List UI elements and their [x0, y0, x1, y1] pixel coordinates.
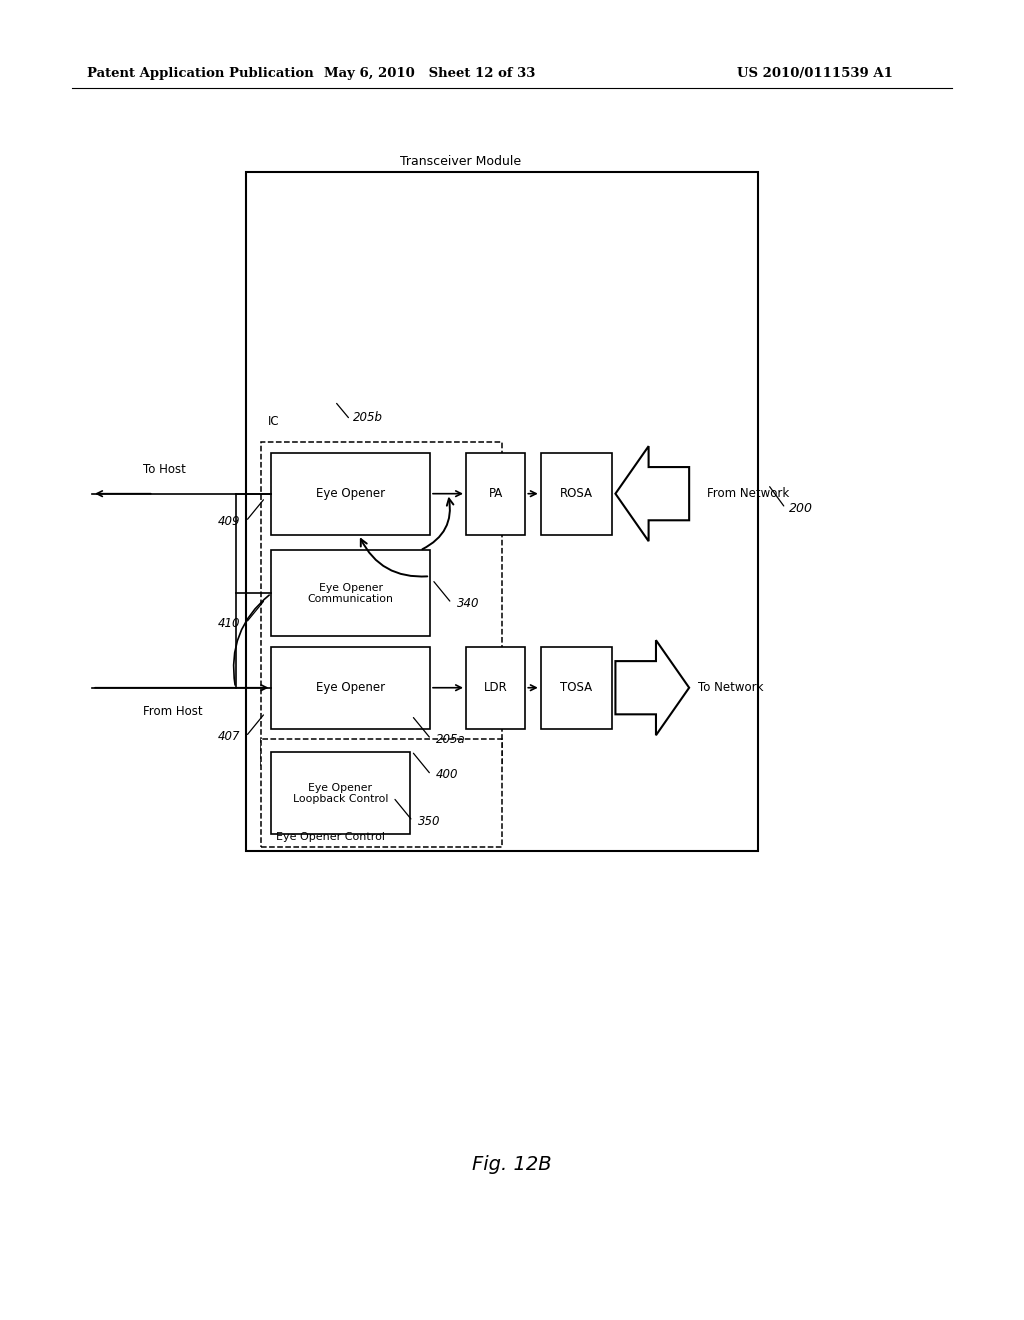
Polygon shape	[615, 446, 689, 541]
Polygon shape	[615, 640, 689, 735]
Text: 400: 400	[436, 768, 459, 781]
Text: 409: 409	[218, 515, 241, 528]
Text: 407: 407	[218, 730, 241, 743]
Text: Eye Opener Control: Eye Opener Control	[276, 832, 385, 842]
Bar	[246, 172, 758, 851]
Text: May 6, 2010   Sheet 12 of 33: May 6, 2010 Sheet 12 of 33	[325, 67, 536, 81]
Bar	[271, 752, 410, 834]
Text: From Host: From Host	[143, 705, 203, 718]
Text: Eye Opener: Eye Opener	[316, 487, 385, 500]
Bar	[261, 442, 502, 766]
Bar	[271, 453, 430, 535]
Text: To Host: To Host	[143, 463, 186, 477]
Text: US 2010/0111539 A1: US 2010/0111539 A1	[737, 67, 893, 81]
Text: Fig. 12B: Fig. 12B	[472, 1155, 552, 1173]
Text: Transceiver Module: Transceiver Module	[400, 154, 521, 168]
Text: 205b: 205b	[353, 411, 383, 424]
Text: To Network: To Network	[698, 681, 764, 694]
Text: Eye Opener: Eye Opener	[316, 681, 385, 694]
Text: IC: IC	[268, 414, 280, 428]
Text: Eye Opener
Communication: Eye Opener Communication	[308, 582, 393, 605]
Text: Patent Application Publication: Patent Application Publication	[87, 67, 313, 81]
Bar	[541, 647, 612, 729]
Text: Eye Opener
Loopback Control: Eye Opener Loopback Control	[293, 783, 388, 804]
Bar	[271, 550, 430, 636]
Bar	[261, 739, 502, 847]
Bar	[541, 453, 612, 535]
Text: LDR: LDR	[483, 681, 508, 694]
Text: From Network: From Network	[707, 487, 788, 500]
Text: ROSA: ROSA	[560, 487, 593, 500]
Text: 340: 340	[457, 597, 479, 610]
Text: 205a: 205a	[436, 733, 466, 746]
Text: 200: 200	[788, 502, 812, 515]
Text: 410: 410	[218, 616, 241, 630]
Bar	[466, 647, 525, 729]
Bar	[466, 453, 525, 535]
Bar	[271, 647, 430, 729]
Text: TOSA: TOSA	[560, 681, 593, 694]
Text: 350: 350	[418, 814, 440, 828]
Text: PA: PA	[488, 487, 503, 500]
